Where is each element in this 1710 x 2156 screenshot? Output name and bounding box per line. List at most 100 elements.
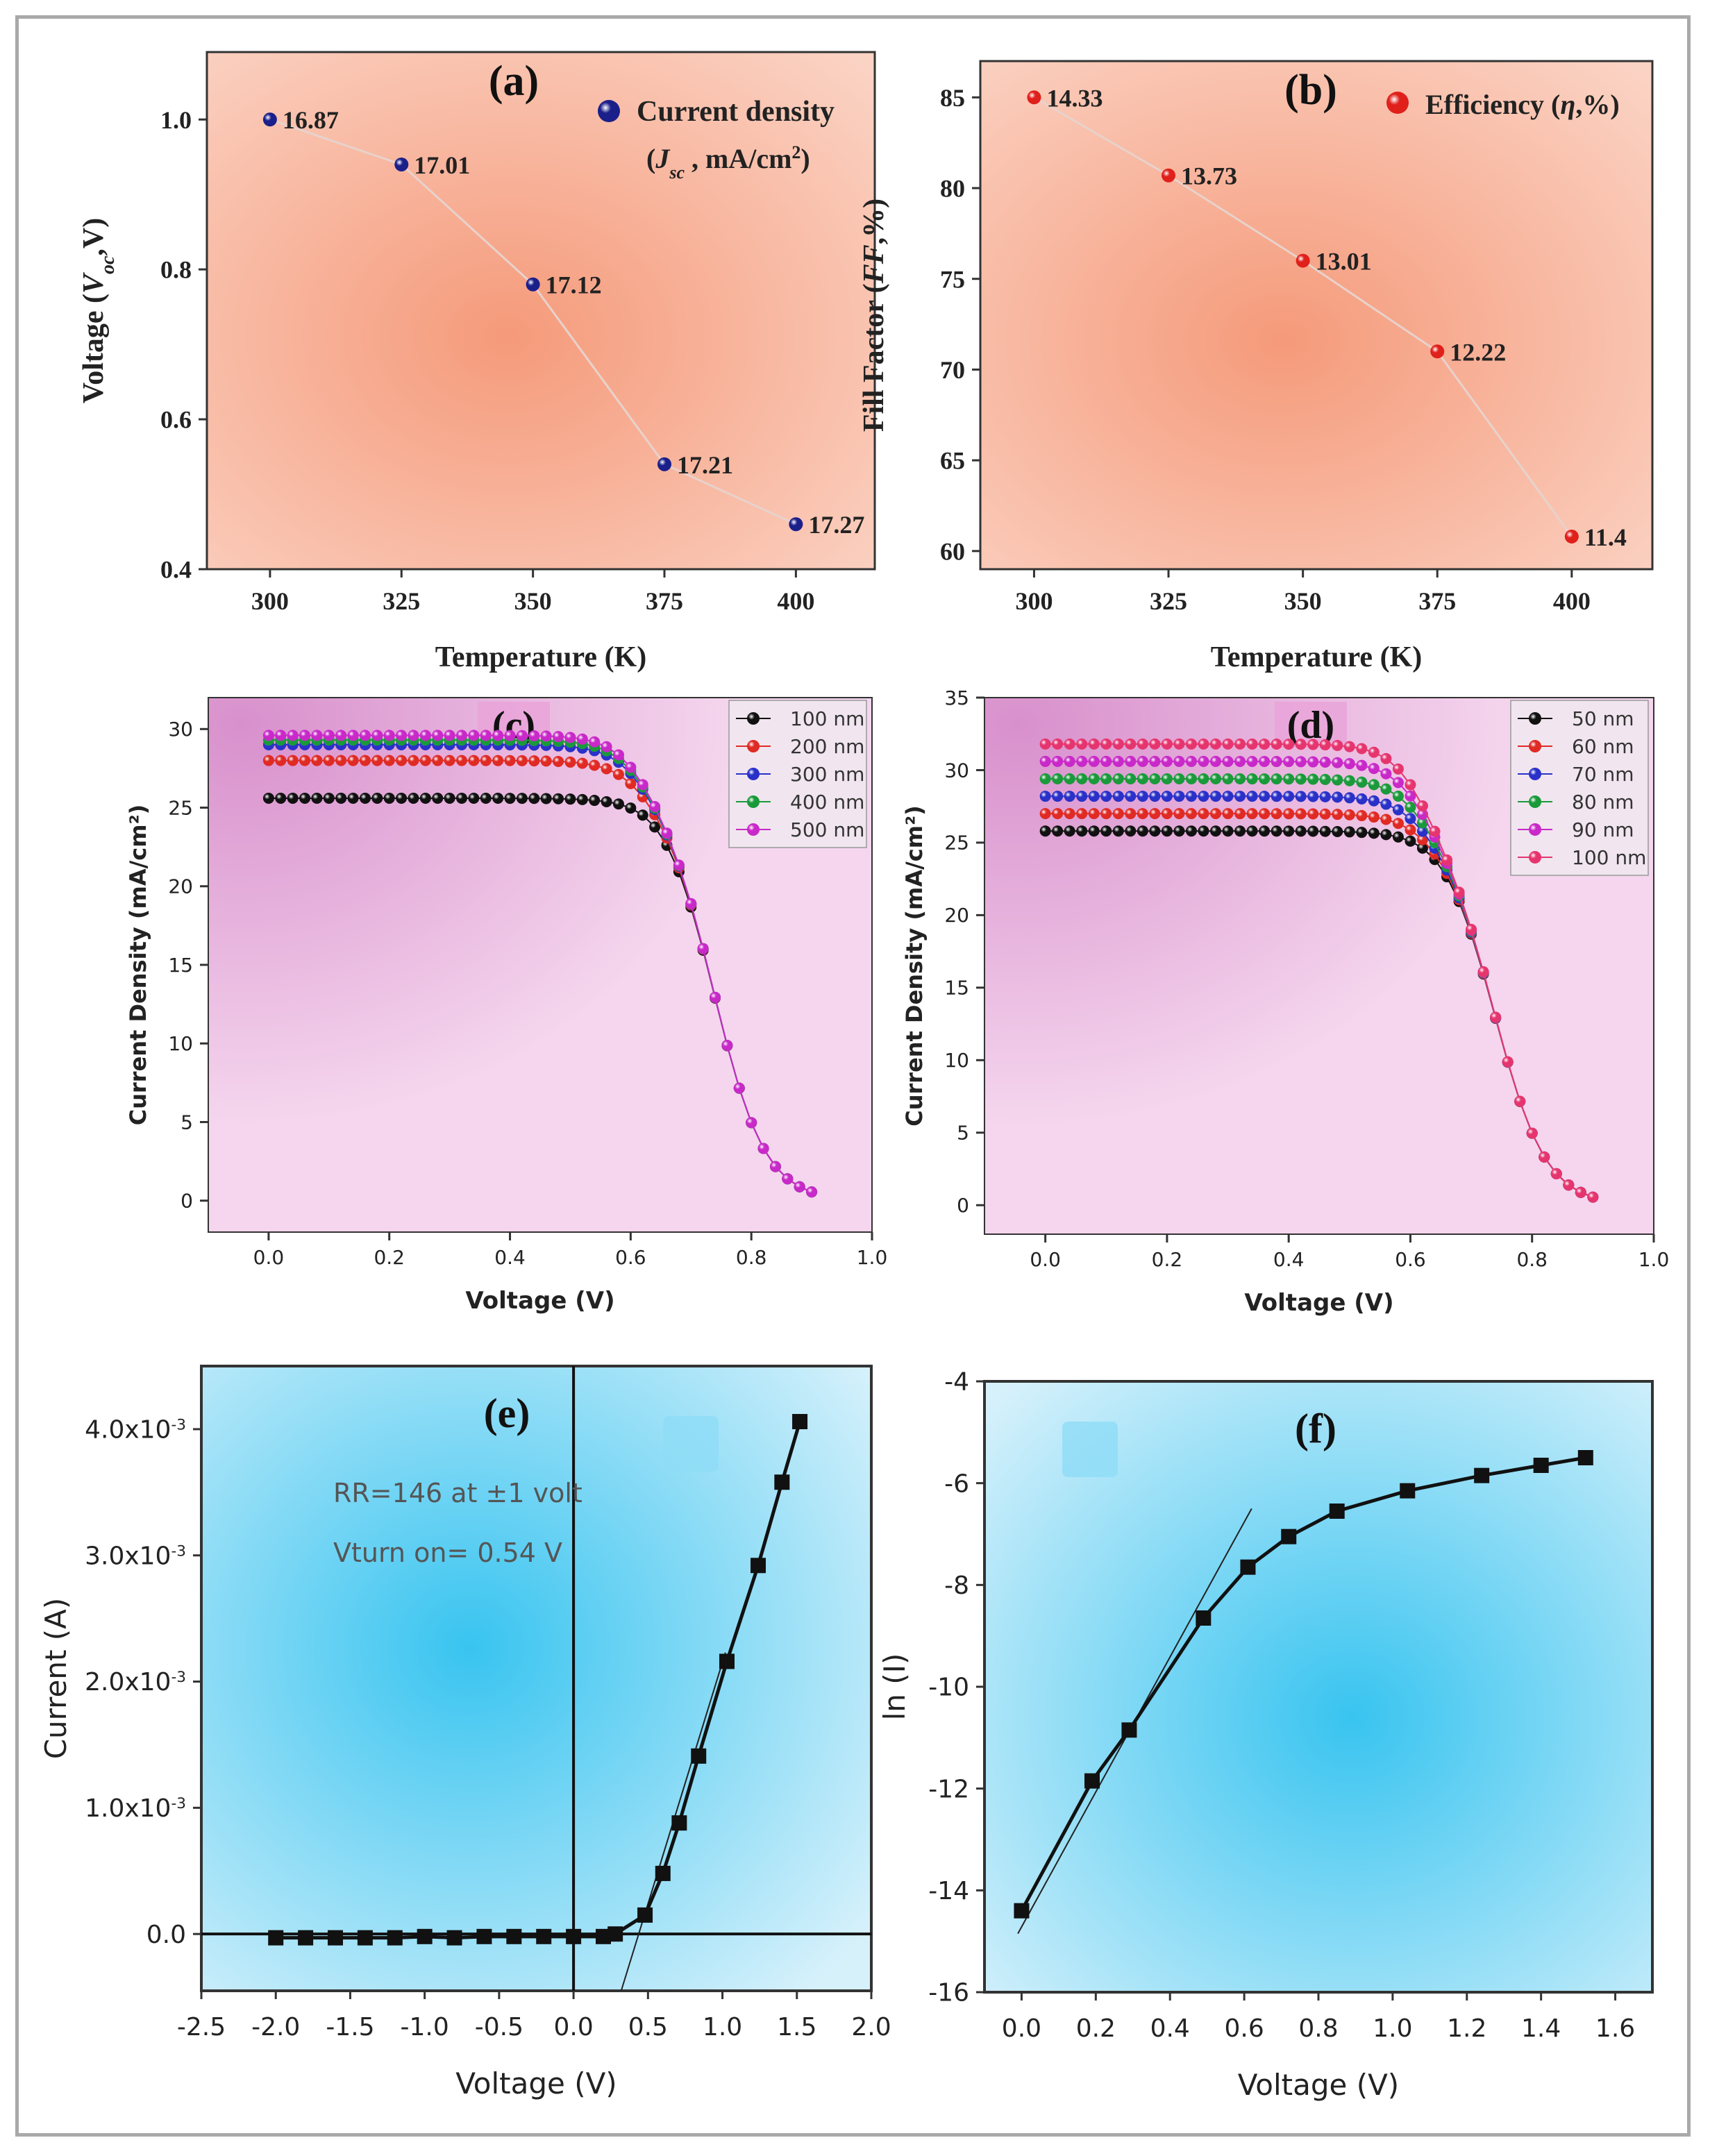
data-point (657, 457, 672, 471)
data-point (1307, 825, 1319, 837)
data-point (299, 755, 311, 766)
data-point (506, 1928, 522, 1944)
data-point (1400, 1483, 1416, 1499)
data-point (1125, 755, 1137, 767)
x-axis-title: Voltage (V) (1244, 1289, 1393, 1317)
data-point (1356, 810, 1368, 822)
y-tick-label: 35 (944, 687, 969, 709)
data-point (1332, 791, 1343, 803)
data-point (1307, 773, 1319, 785)
data-point (649, 801, 661, 813)
x-axis-title: Temperature (K) (1211, 641, 1422, 673)
data-point (394, 157, 409, 171)
data-point (357, 1930, 373, 1946)
plot-background (984, 1381, 1652, 1992)
data-point (1185, 755, 1197, 767)
data-point (1234, 808, 1246, 820)
data-point (1076, 808, 1088, 820)
point-label: 17.01 (414, 151, 470, 179)
data-point (1259, 773, 1271, 785)
data-point (383, 755, 395, 766)
legend-label: (Jsc , mA/cm2) (646, 142, 810, 183)
x-tick-label: 0.6 (1224, 2014, 1264, 2043)
data-point (468, 730, 480, 741)
data-point (287, 730, 299, 741)
data-point (1222, 808, 1234, 820)
data-point (1319, 791, 1331, 802)
data-point (396, 755, 408, 766)
data-point (1112, 791, 1124, 802)
data-point (1307, 739, 1319, 750)
data-point (782, 1173, 794, 1185)
data-point (1064, 738, 1075, 750)
data-point (1234, 773, 1246, 785)
data-point (1332, 825, 1343, 837)
x-tick-label: 350 (1284, 587, 1322, 615)
data-point (311, 730, 323, 741)
y-tick-label: 75 (940, 265, 965, 293)
y-axis-title: ln (I) (878, 1653, 912, 1721)
data-point (1295, 773, 1307, 785)
data-point (1246, 755, 1258, 767)
data-point (1246, 791, 1258, 802)
data-point (1259, 738, 1271, 750)
data-point (262, 112, 277, 127)
y-axis-title: Current (A) (39, 1598, 73, 1760)
x-tick-label: -2.0 (251, 2013, 300, 2041)
data-point (1137, 738, 1148, 750)
x-tick-label: 0.8 (1298, 2014, 1338, 2043)
data-point (1137, 808, 1148, 820)
plot-background (207, 52, 875, 569)
data-point (691, 1748, 707, 1764)
x-tick-label: 350 (514, 587, 552, 615)
data-point (1064, 791, 1075, 802)
data-point (774, 1474, 790, 1490)
plot-frame (206, 51, 876, 571)
data-point (1185, 773, 1197, 784)
data-point (311, 792, 323, 804)
legend-label: 500 nm (790, 818, 864, 841)
legend-label: 70 nm (1572, 763, 1634, 786)
data-point (299, 792, 311, 804)
data-point (335, 755, 347, 766)
y-tick-label: 60 (940, 537, 965, 565)
data-point (1296, 253, 1310, 268)
data-point (468, 755, 480, 766)
data-point (1295, 756, 1307, 768)
data-point (612, 749, 624, 761)
data-point (1319, 773, 1331, 785)
data-point (1332, 809, 1343, 820)
data-point (504, 793, 516, 805)
data-point (564, 793, 576, 805)
data-point (504, 730, 516, 741)
y-tick-label: 30 (168, 718, 193, 741)
x-tick-label: 0.0 (1002, 2014, 1041, 2043)
data-point (1088, 755, 1100, 767)
data-point (1173, 755, 1185, 767)
legend-marker (747, 712, 760, 725)
data-point (1137, 773, 1148, 784)
data-point (576, 757, 588, 769)
data-point (1392, 831, 1404, 843)
legend: 50 nm 60 nm 70 nm 80 nm 90 nm 100 nm (1510, 700, 1649, 876)
data-point (733, 1082, 745, 1094)
x-tick-label: 0.6 (1395, 1248, 1426, 1271)
point-label: 17.27 (808, 511, 864, 539)
data-point (1027, 90, 1041, 105)
data-point (347, 792, 359, 804)
data-point (625, 802, 637, 814)
data-point (1149, 738, 1161, 750)
data-point (1356, 759, 1368, 771)
data-point (566, 1928, 582, 1944)
data-point (1405, 813, 1416, 825)
data-point (1125, 773, 1137, 784)
data-point (371, 755, 383, 766)
data-point (446, 1930, 462, 1946)
x-tick-label: 0.2 (1152, 1248, 1183, 1271)
data-point (1084, 1773, 1100, 1789)
data-point (1088, 791, 1100, 802)
data-point (1392, 777, 1404, 789)
data-point (589, 795, 601, 807)
data-point (1490, 1011, 1502, 1023)
data-point (359, 755, 371, 766)
